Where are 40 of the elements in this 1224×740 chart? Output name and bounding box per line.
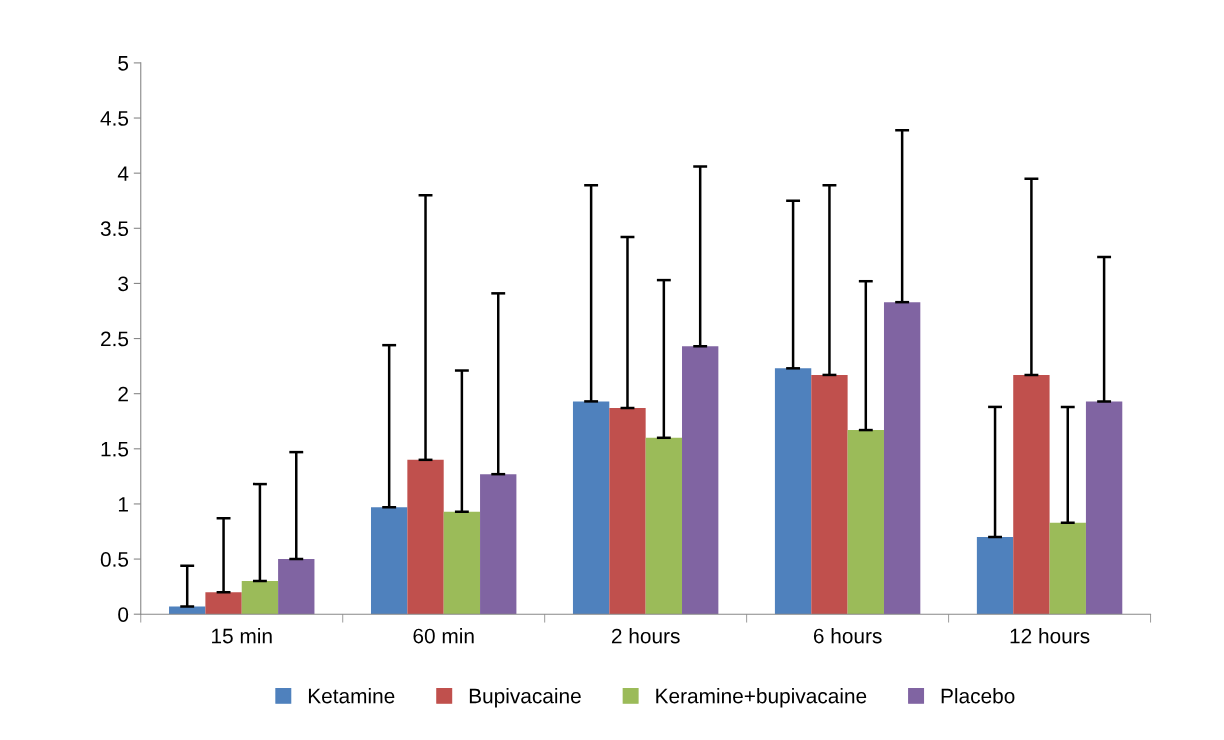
y-tick-label: 2: [118, 386, 128, 402]
legend-label: Placebo: [941, 688, 1015, 704]
bar: [1013, 374, 1050, 615]
y-tick-label: 1.5: [101, 442, 129, 457]
y-tick-label: 1: [118, 497, 128, 512]
y-tick-label: 5: [118, 56, 129, 71]
bar: [1085, 401, 1123, 615]
bar: [811, 374, 848, 615]
y-tick-label: 3: [118, 276, 129, 292]
bar: [169, 606, 206, 615]
bar: [883, 302, 921, 615]
bar: [645, 437, 683, 615]
x-tick-label: 12 hours: [1010, 628, 1090, 644]
bar: [278, 559, 315, 615]
legend-label: Ketamine: [308, 688, 395, 704]
bar: [480, 474, 517, 615]
bar: [847, 430, 884, 615]
x-tick-label: 60 min: [413, 628, 474, 644]
bar: [443, 511, 481, 615]
x-tick-label: 15 min: [212, 628, 272, 644]
y-tick-label: 4: [117, 166, 129, 181]
legend-label: Bupivacaine: [469, 688, 581, 708]
bar: [1049, 522, 1086, 615]
bar: [774, 368, 812, 615]
bar: [572, 401, 610, 615]
bar: [682, 346, 719, 615]
bar: [609, 408, 646, 615]
bar: [205, 592, 242, 615]
bar: [407, 459, 444, 615]
y-tick-label: 3.5: [100, 221, 129, 237]
bar: [976, 537, 1014, 615]
x-tick-label: 2 hours: [611, 628, 680, 644]
x-tick-label: 6 hours: [813, 628, 882, 644]
legend-label: Keramine+bupivacaine: [656, 688, 867, 708]
y-tick-label: 0: [118, 607, 129, 622]
y-tick-label: 2.5: [101, 331, 129, 347]
y-tick-label: 0.5: [100, 552, 129, 567]
bar: [370, 507, 408, 615]
bar: [241, 581, 279, 615]
y-tick-label: 4.5: [100, 111, 129, 126]
